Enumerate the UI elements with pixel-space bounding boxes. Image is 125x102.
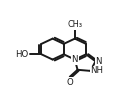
Text: N: N [96, 57, 102, 66]
Text: CH₃: CH₃ [67, 20, 82, 29]
Text: NH: NH [90, 66, 103, 75]
Text: O: O [66, 78, 73, 87]
Text: N: N [72, 55, 78, 64]
Text: HO: HO [15, 50, 29, 59]
